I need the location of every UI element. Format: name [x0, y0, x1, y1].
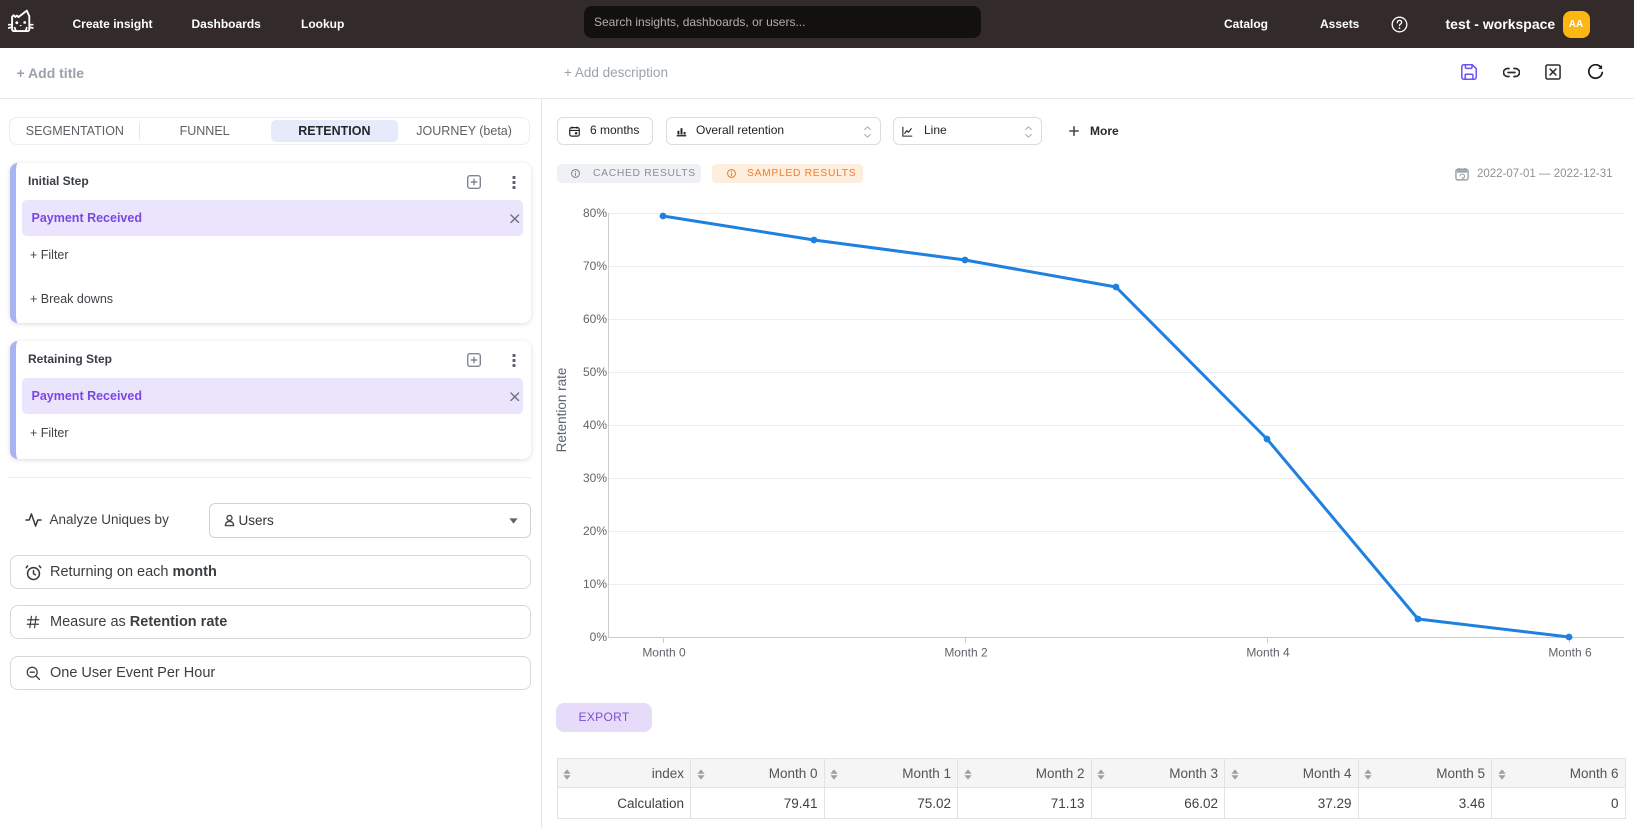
- svg-text:50%: 50%: [583, 365, 607, 379]
- svg-text:20%: 20%: [583, 524, 607, 538]
- svg-text:Month 6: Month 6: [1548, 646, 1592, 660]
- svg-text:40%: 40%: [583, 418, 607, 432]
- svg-text:80%: 80%: [583, 206, 607, 220]
- svg-text:60%: 60%: [583, 312, 607, 326]
- svg-text:Month 0: Month 0: [642, 646, 686, 660]
- svg-text:30%: 30%: [583, 471, 607, 485]
- svg-text:10%: 10%: [583, 577, 607, 591]
- svg-text:0%: 0%: [590, 630, 608, 644]
- svg-text:Retention rate: Retention rate: [554, 368, 569, 453]
- svg-text:Month 2: Month 2: [944, 646, 988, 660]
- svg-text:Month 4: Month 4: [1246, 646, 1290, 660]
- svg-text:70%: 70%: [583, 259, 607, 273]
